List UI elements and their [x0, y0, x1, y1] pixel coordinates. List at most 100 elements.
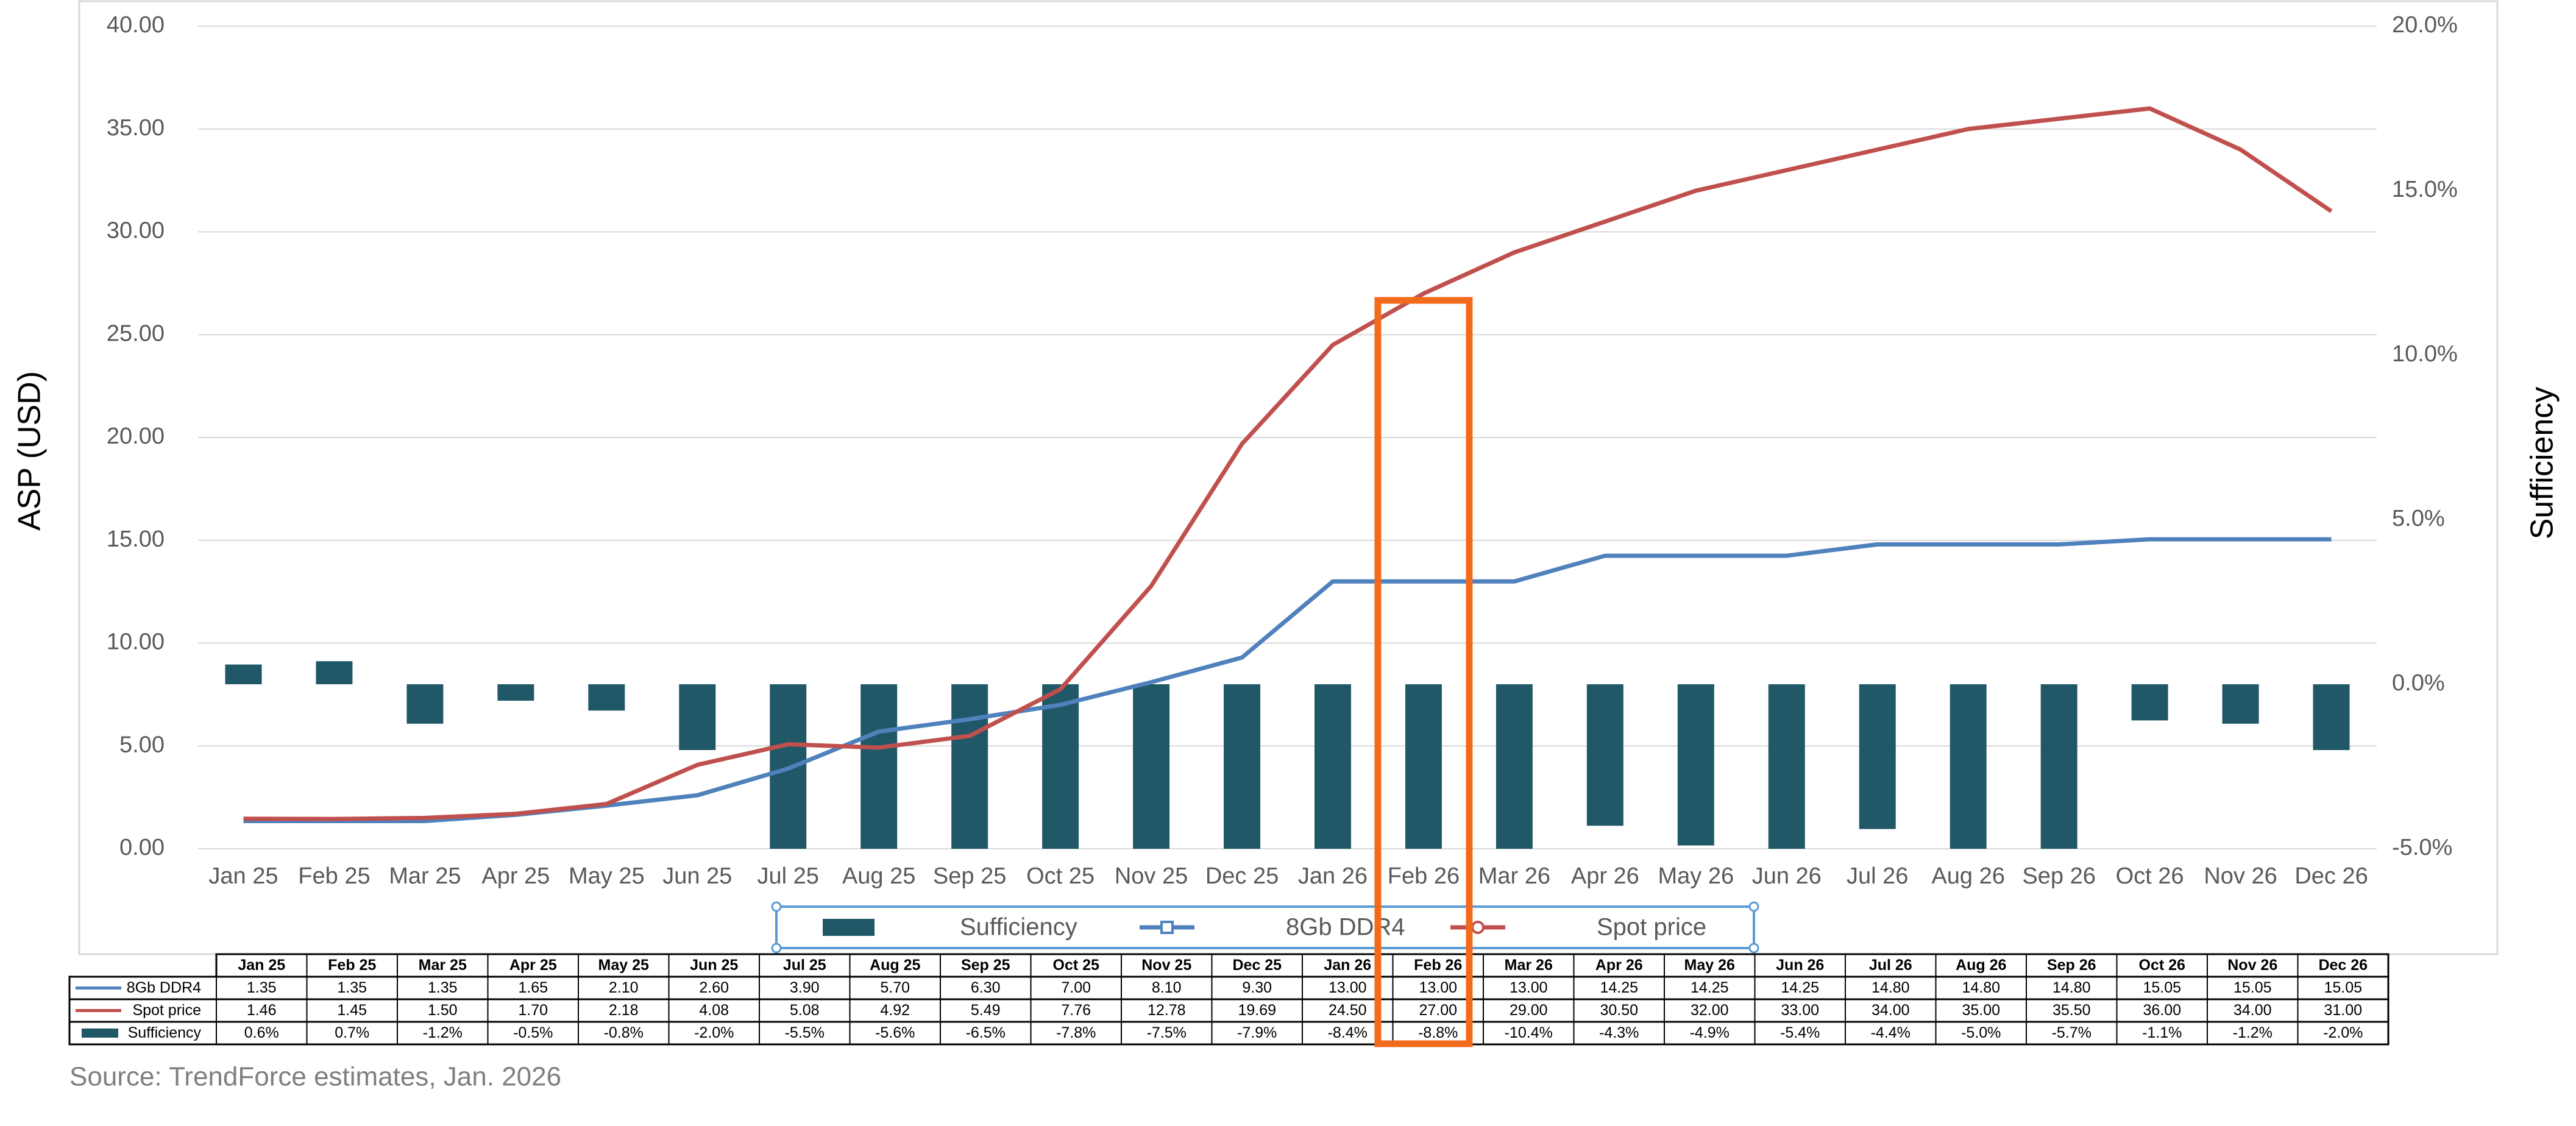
table-cell: 1.35	[428, 979, 458, 996]
table-cell: 4.08	[699, 1002, 729, 1019]
table-cell: -5.5%	[785, 1024, 825, 1041]
table-cell: 13.00	[1419, 979, 1457, 996]
legend-marker	[1471, 921, 1485, 934]
table-cell: 31.00	[2324, 1002, 2362, 1019]
y-tick-label: 10.00	[107, 629, 165, 655]
table-cell: 30.50	[1600, 1002, 1638, 1019]
table-cell: 2.60	[699, 979, 729, 996]
table-cell: 1.35	[247, 979, 277, 996]
table-cell: 1.46	[247, 1002, 277, 1019]
table-cell: 1.70	[518, 1002, 548, 1019]
table-series-name: Sufficiency	[128, 1024, 202, 1041]
legend-label: Spot price	[1597, 914, 1706, 941]
y2-axis-title: Sufficiency	[2525, 387, 2560, 540]
x-tick-label: Mar 26	[1478, 863, 1550, 889]
table-cell: -0.5%	[513, 1024, 553, 1041]
legend-swatch	[823, 919, 875, 936]
table-cell: -5.0%	[1961, 1024, 2001, 1041]
bar	[1586, 684, 1623, 826]
x-tick-label: Aug 25	[842, 863, 915, 889]
table-cell: -1.1%	[2142, 1024, 2182, 1041]
table-row	[68, 998, 2390, 1023]
table-cell: 13.00	[1510, 979, 1548, 996]
y-tick-label: 5.00	[119, 732, 165, 757]
table-cell: 3.90	[790, 979, 820, 996]
table-cell: 24.50	[1329, 1002, 1367, 1019]
bar	[1224, 684, 1261, 849]
table-header: Apr 25	[509, 957, 557, 974]
table-header: Jun 26	[1776, 957, 1824, 974]
table-row	[68, 976, 2390, 1000]
x-tick-label: Apr 26	[1571, 863, 1639, 889]
table-header: May 26	[1684, 957, 1735, 974]
table-header: Aug 25	[870, 957, 920, 974]
table-header: May 25	[598, 957, 649, 974]
y-tick-label: 0.00	[119, 835, 165, 860]
table-cell: 33.00	[1781, 1002, 1819, 1019]
table-series-name: Spot price	[132, 1002, 201, 1019]
table-cell: -6.5%	[966, 1024, 1006, 1041]
table-header: Oct 25	[1053, 957, 1100, 974]
line	[243, 106, 2333, 821]
y-tick-label: 40.00	[107, 12, 165, 38]
table-cell: -7.5%	[1147, 1024, 1187, 1041]
x-tick-label: Apr 25	[481, 863, 550, 889]
y-tick-label: 30.00	[107, 218, 165, 244]
table-cell: 14.80	[1872, 979, 1910, 996]
bar	[860, 684, 898, 849]
x-tick-label: Jun 25	[662, 863, 732, 889]
table-header: Mar 26	[1505, 957, 1553, 974]
bar	[951, 684, 988, 849]
table-cell: 7.00	[1061, 979, 1091, 996]
bar	[2040, 684, 2077, 849]
bar	[2222, 684, 2259, 724]
table-header: Aug 26	[1956, 957, 2006, 974]
table-cell: 5.08	[790, 1002, 820, 1019]
data-table: Jan 25 Feb 25 Mar 25 Apr 25 May 25 Jun 25 Jul …	[68, 953, 2390, 1046]
table-cell: -7.9%	[1237, 1024, 1277, 1041]
x-tick-label: Aug 26	[1931, 863, 2004, 889]
y2-tick-label: 15.0%	[2392, 177, 2458, 202]
bar	[1314, 684, 1351, 849]
bar	[1859, 684, 1896, 829]
legend-handle	[1748, 943, 1759, 954]
table-cell: 8.10	[1152, 979, 1182, 996]
table-cell: 7.76	[1061, 1002, 1091, 1019]
bar	[406, 684, 444, 724]
y-tick-label: 25.00	[107, 320, 165, 346]
table-header: Oct 26	[2139, 957, 2185, 974]
bar	[316, 661, 353, 684]
table-cell: -5.4%	[1780, 1024, 1820, 1041]
bar	[2131, 684, 2168, 721]
table-cell: -5.7%	[2052, 1024, 2092, 1041]
bar	[1042, 684, 1079, 849]
table-cell: 34.00	[1872, 1002, 1910, 1019]
y2-tick-label: 5.0%	[2392, 506, 2445, 531]
x-tick-label: Dec 26	[2294, 863, 2368, 889]
table-cell: 34.00	[2234, 1002, 2272, 1019]
table-series-name: 8Gb DDR4	[127, 979, 201, 996]
table-cell: -0.8%	[604, 1024, 644, 1041]
table-cell: 12.78	[1148, 1002, 1186, 1019]
bar	[1950, 684, 1987, 849]
x-tick-label: Oct 26	[2116, 863, 2184, 889]
plot-area	[225, 106, 2350, 849]
table-cell: -1.2%	[423, 1024, 463, 1041]
table-cell: 2.18	[609, 1002, 639, 1019]
table-cell: -10.4%	[1505, 1024, 1553, 1041]
bar	[770, 684, 807, 849]
bar	[497, 684, 534, 701]
table-cell: 32.00	[1691, 1002, 1729, 1019]
table-cell: 9.30	[1242, 979, 1272, 996]
table-header: Sep 25	[961, 957, 1010, 974]
x-tick-label: May 25	[569, 863, 645, 889]
x-tick-label: Oct 25	[1026, 863, 1095, 889]
y2-tick-label: 0.0%	[2392, 670, 2445, 696]
x-tick-label: Mar 25	[389, 863, 461, 889]
table-cell: 1.45	[337, 1002, 367, 1019]
y2-tick-label: 10.0%	[2392, 341, 2458, 367]
table-header: Dec 25	[1232, 957, 1282, 974]
table-header: Jul 25	[783, 957, 826, 974]
